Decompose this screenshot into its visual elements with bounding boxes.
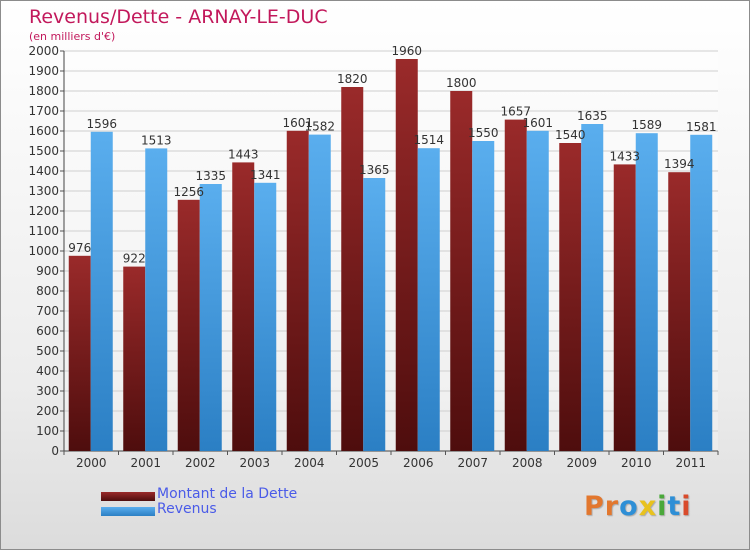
- legend-label-revenus: Revenus: [157, 501, 217, 517]
- logo-letter: r: [604, 491, 620, 522]
- data-label-dette: 976: [68, 241, 91, 255]
- bar-revenus: [308, 134, 331, 451]
- data-label-revenus: 1514: [413, 133, 444, 147]
- y-tick-label: 1600: [28, 124, 59, 138]
- y-tick-label: 1700: [28, 104, 59, 118]
- logo-letter: P: [584, 491, 605, 522]
- chart-title: Revenus/Dette - ARNAY-LE-DUC: [29, 6, 328, 28]
- bar-revenus: [635, 133, 658, 451]
- bar-dette: [232, 162, 255, 451]
- data-label-revenus: 1589: [631, 118, 662, 132]
- y-tick-label: 800: [36, 284, 59, 298]
- bar-dette: [504, 119, 527, 451]
- data-label-revenus: 1635: [577, 109, 608, 123]
- data-label-dette: 922: [123, 252, 146, 266]
- logo-letter: t: [667, 491, 682, 522]
- x-tick-label: 2011: [675, 456, 706, 470]
- data-label-revenus: 1581: [686, 120, 717, 134]
- bar-dette: [177, 199, 200, 451]
- bar-dette: [668, 172, 691, 451]
- y-tick-label: 1900: [28, 64, 59, 78]
- data-label-dette: 1256: [173, 185, 204, 199]
- y-tick-label: 1100: [28, 224, 59, 238]
- x-tick-label: 2006: [403, 456, 434, 470]
- x-tick-label: 2010: [621, 456, 652, 470]
- data-label-revenus: 1335: [195, 169, 226, 183]
- y-tick-label: 2000: [28, 44, 59, 58]
- legend-label-dette: Montant de la Dette: [157, 486, 298, 502]
- x-tick-label: 2003: [239, 456, 270, 470]
- bar-dette: [123, 266, 146, 451]
- x-tick-label: 2005: [348, 456, 379, 470]
- data-label-dette: 1800: [446, 76, 477, 90]
- data-label-revenus: 1601: [522, 116, 553, 130]
- proxiti-logo: Proxiti: [584, 491, 692, 522]
- logo-letter: x: [638, 491, 658, 522]
- bar-dette: [341, 87, 364, 451]
- bar-dette: [286, 130, 309, 452]
- data-label-revenus: 1582: [304, 120, 335, 134]
- bar-revenus: [472, 141, 495, 451]
- y-tick-label: 200: [36, 404, 59, 418]
- y-tick-label: 0: [51, 444, 59, 458]
- x-tick-label: 2007: [457, 456, 488, 470]
- x-tick-label: 2002: [185, 456, 216, 470]
- x-tick-label: 2001: [130, 456, 161, 470]
- y-tick-label: 700: [36, 304, 59, 318]
- legend-swatch-dette: [101, 492, 155, 501]
- y-tick-label: 1400: [28, 164, 59, 178]
- bar-revenus: [145, 148, 168, 451]
- data-label-revenus: 1596: [86, 117, 117, 131]
- y-tick-label: 500: [36, 344, 59, 358]
- bar-revenus: [90, 131, 113, 452]
- legend-swatch-revenus: [101, 507, 155, 516]
- bar-dette: [450, 91, 473, 451]
- bar-dette: [395, 59, 418, 451]
- y-tick-label: 600: [36, 324, 59, 338]
- x-tick-label: 2004: [294, 456, 325, 470]
- data-label-dette: 1601: [282, 116, 313, 130]
- data-label-revenus: 1513: [141, 133, 172, 147]
- y-tick-label: 300: [36, 384, 59, 398]
- bar-revenus: [199, 184, 222, 451]
- bar-dette: [613, 164, 636, 451]
- data-label-dette: 1960: [391, 44, 422, 58]
- y-tick-label: 400: [36, 364, 59, 378]
- bar-dette: [559, 143, 582, 451]
- data-label-dette: 1443: [228, 147, 259, 161]
- logo-letter: i: [681, 491, 692, 522]
- bar-dette: [68, 255, 91, 451]
- y-tick-label: 1200: [28, 204, 59, 218]
- y-tick-label: 1500: [28, 144, 59, 158]
- bar-revenus: [690, 134, 713, 452]
- chart-subtitle: (en milliers d'€): [29, 30, 116, 43]
- bar-revenus: [526, 130, 549, 452]
- y-tick-label: 1300: [28, 184, 59, 198]
- y-tick-label: 900: [36, 264, 59, 278]
- data-label-dette: 1657: [500, 105, 531, 119]
- bar-revenus: [417, 148, 440, 451]
- y-tick-label: 100: [36, 424, 59, 438]
- data-label-revenus: 1550: [468, 126, 499, 140]
- y-tick-label: 1000: [28, 244, 59, 258]
- data-label-revenus: 1341: [250, 168, 281, 182]
- data-label-dette: 1820: [337, 72, 368, 86]
- x-tick-label: 2008: [512, 456, 543, 470]
- data-label-dette: 1433: [609, 149, 640, 163]
- bar-revenus: [581, 124, 604, 451]
- bar-revenus: [254, 182, 277, 452]
- logo-letter: i: [657, 491, 668, 522]
- x-tick-label: 2000: [76, 456, 107, 470]
- data-label-dette: 1394: [664, 157, 695, 171]
- bar-revenus: [363, 178, 386, 451]
- y-tick-label: 1800: [28, 84, 59, 98]
- logo-letter: o: [619, 491, 639, 522]
- x-tick-label: 2009: [566, 456, 597, 470]
- data-label-revenus: 1365: [359, 163, 390, 177]
- data-label-dette: 1540: [555, 128, 586, 142]
